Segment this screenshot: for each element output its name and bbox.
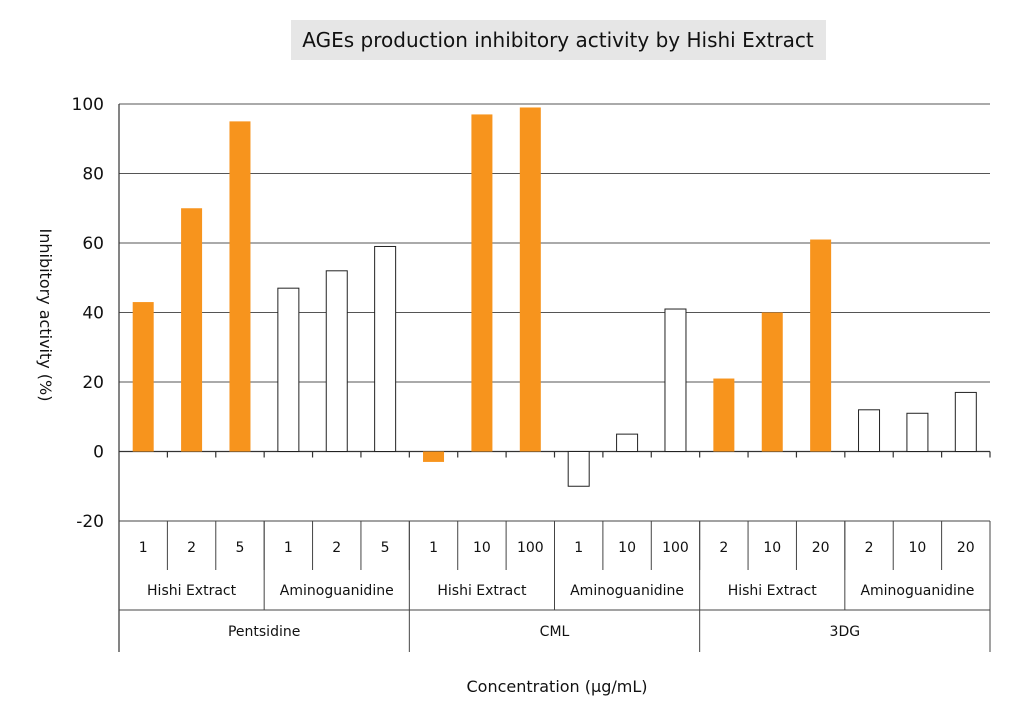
bar xyxy=(229,121,251,452)
subgroup-label: Hishi Extract xyxy=(728,583,818,599)
chart-title: AGEs production inhibitory activity by H… xyxy=(302,28,814,52)
y-tick-label: 100 xyxy=(72,95,104,115)
chart-title-box xyxy=(291,20,826,60)
y-tick-label: 60 xyxy=(82,234,104,254)
bar xyxy=(567,451,590,487)
concentration-label: 20 xyxy=(957,540,975,556)
y-tick-label: 0 xyxy=(93,443,104,463)
group-label: CML xyxy=(540,624,570,640)
concentration-label: 1 xyxy=(429,540,438,556)
concentration-label: 100 xyxy=(662,540,689,556)
concentration-label: 10 xyxy=(909,540,927,556)
bar xyxy=(181,208,203,452)
concentration-label: 100 xyxy=(517,540,544,556)
bar xyxy=(616,433,639,452)
group-label: Pentsidine xyxy=(228,624,300,640)
y-tick-label: -20 xyxy=(76,512,104,532)
plot-area: -20 0 20 40 60 80 100 1 2 5 Hishi Extract 1 2 5 Aminog… xyxy=(72,95,991,652)
bar xyxy=(713,378,735,452)
subgroup-label: Aminoguanidine xyxy=(570,583,684,599)
concentration-label: 10 xyxy=(473,540,491,556)
subgroup-label: Hishi Extract xyxy=(147,583,237,599)
y-tick-label: 80 xyxy=(82,165,104,185)
bar xyxy=(374,245,397,452)
y-tick-label: 40 xyxy=(82,304,104,324)
group-label: 3DG xyxy=(830,624,861,640)
bar xyxy=(277,287,300,452)
concentration-label: 5 xyxy=(381,540,390,556)
concentration-label: 1 xyxy=(284,540,293,556)
y-axis-title: Inhibitory activity (%) xyxy=(36,229,55,402)
concentration-label: 1 xyxy=(574,540,583,556)
bar xyxy=(858,409,881,452)
concentration-label: 10 xyxy=(763,540,781,556)
concentration-label: 5 xyxy=(236,540,245,556)
bar xyxy=(954,391,977,452)
concentration-label: 20 xyxy=(812,540,830,556)
bar xyxy=(519,107,541,452)
bar xyxy=(761,312,783,452)
concentration-label: 10 xyxy=(618,540,636,556)
concentration-label: 2 xyxy=(332,540,341,556)
subgroup-label: Aminoguanidine xyxy=(280,583,394,599)
bar xyxy=(664,308,687,452)
bar xyxy=(810,239,832,452)
bar xyxy=(906,412,929,452)
concentration-label: 2 xyxy=(865,540,874,556)
bar xyxy=(325,270,348,452)
concentration-label: 1 xyxy=(139,540,148,556)
subgroup-label: Aminoguanidine xyxy=(860,583,974,599)
concentration-label: 2 xyxy=(719,540,728,556)
bar xyxy=(132,302,154,452)
x-axis-title: Concentration (μg/mL) xyxy=(467,677,648,696)
bar xyxy=(423,451,445,462)
y-tick-label: 20 xyxy=(82,373,104,393)
concentration-label: 2 xyxy=(187,540,196,556)
subgroup-label: Hishi Extract xyxy=(437,583,527,599)
bar xyxy=(471,114,493,452)
